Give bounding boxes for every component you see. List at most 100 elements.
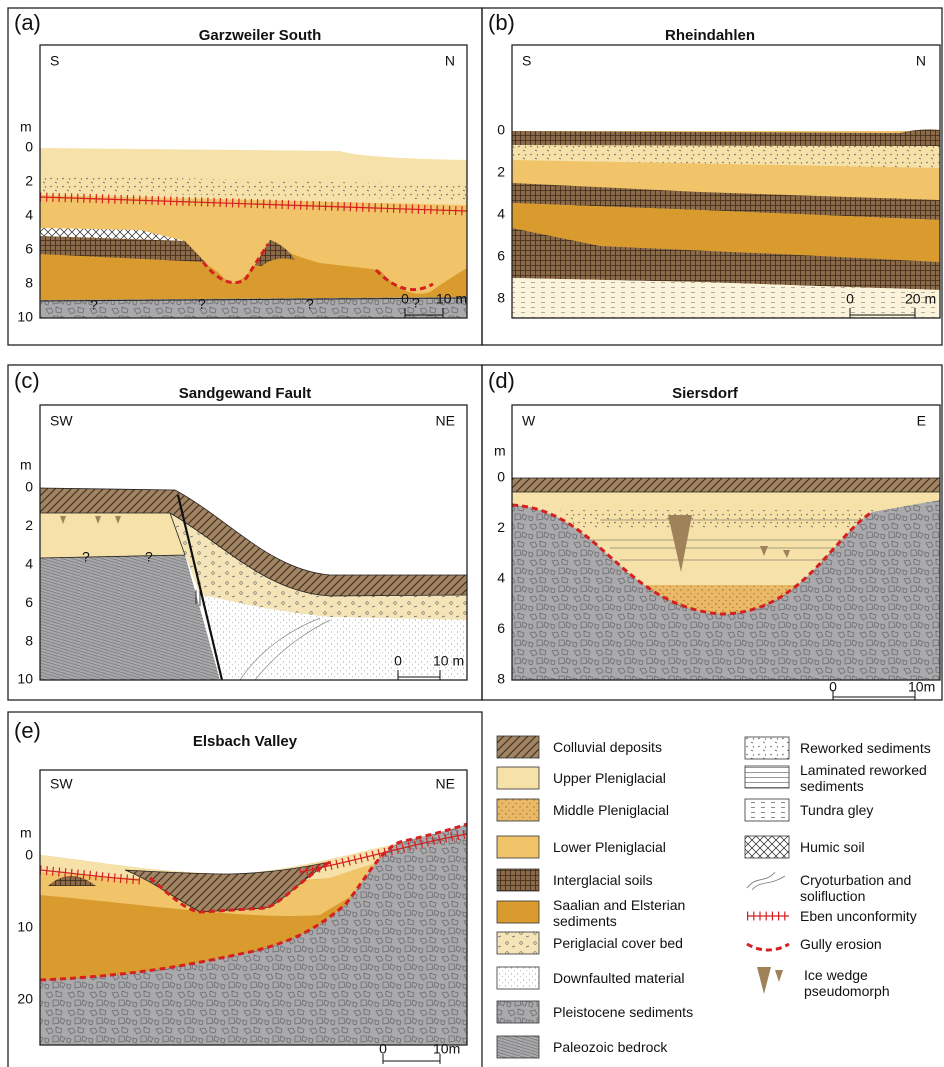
depth-tick-label: 0: [497, 122, 505, 138]
depth-tick-label: 2: [497, 164, 505, 180]
depth-tick-label: 0: [25, 139, 33, 155]
direction: S: [522, 53, 531, 69]
depth-tick-label: 6: [25, 241, 33, 257]
question-mark: ?: [90, 297, 98, 313]
legend-swatch: [497, 967, 539, 989]
scale-label: 0: [401, 291, 409, 307]
legend-swatch: [747, 944, 789, 950]
depth-tick-label: 8: [497, 671, 505, 687]
scale-label: 10m: [433, 1041, 460, 1057]
legend-label: Periglacial cover bed: [553, 935, 713, 951]
figure: (a) Garzweiler South S N m ? ? ? ? 0 10 …: [0, 0, 944, 1067]
panel-title: Elsbach Valley: [193, 733, 298, 750]
direction: N: [916, 53, 926, 69]
question-mark: ?: [412, 295, 420, 311]
legend-label: Humic soil: [800, 839, 940, 855]
direction: SW: [50, 413, 73, 429]
scale-bar: [833, 690, 915, 700]
scale-label: 0: [829, 679, 837, 695]
panel-title: Rheindahlen: [665, 27, 755, 44]
depth-tick-label: 10: [17, 919, 33, 935]
legend-swatch: [497, 932, 539, 954]
depth-tick-label: 6: [497, 248, 505, 264]
depth-tick-label: 10: [17, 671, 33, 687]
panel-e: (e) Elsbach Valley SW NE m 0 10m: [8, 712, 482, 1067]
depth-tick-label: 2: [25, 173, 33, 189]
colluvial-deposits: [512, 478, 940, 492]
direction: N: [445, 53, 455, 69]
legend-label: Reworked sediments: [800, 740, 942, 756]
panel-d: (d) Siersdorf W E m 0 10m: [482, 365, 942, 700]
legend-label: Interglacial soils: [553, 872, 713, 888]
panel-c: (c) Sandgewand Fault SW NE m ? ? 0 10 m: [8, 365, 482, 700]
legend-label: Saalian and Elsterian sediments: [553, 897, 708, 929]
scale-label: 10 m: [433, 653, 464, 669]
legend-label: Laminated reworked sediments: [800, 762, 938, 794]
unit: m: [20, 119, 32, 135]
page: {"panels":[ {"label":"(a)","title":"Garz…: [0, 0, 944, 1067]
legend-swatch: [497, 1036, 539, 1058]
legend-swatch: [497, 1001, 539, 1023]
legend-label: Paleozoic bedrock: [553, 1039, 713, 1055]
legend-label: Tundra gley: [800, 802, 940, 818]
question-mark: ?: [306, 296, 314, 312]
legend-label: Ice wedge pseudomorph: [804, 967, 934, 999]
legend-label: Lower Pleniglacial: [553, 839, 713, 855]
scale-bar: [383, 1054, 440, 1064]
scale-label: 10 m: [436, 291, 467, 307]
legend-label: Eben unconformity: [800, 908, 940, 924]
depth-tick-label: 8: [25, 275, 33, 291]
scale-label: 10m: [908, 679, 935, 695]
direction: SW: [50, 776, 73, 792]
panel-label: (d): [488, 368, 515, 393]
legend-swatch: [497, 799, 539, 821]
unit: m: [20, 825, 32, 841]
depth-tick-label: 8: [25, 632, 33, 648]
legend-swatch: [497, 736, 539, 758]
panel-label: (b): [488, 10, 515, 35]
depth-tick-label: 2: [497, 519, 505, 535]
panel-a: (a) Garzweiler South S N m ? ? ? ? 0 10 …: [8, 8, 482, 345]
direction: S: [50, 53, 59, 69]
legend-swatch: [745, 836, 789, 858]
legend-swatch: [497, 901, 539, 923]
legend-label: Gully erosion: [800, 936, 940, 952]
legend-label: Downfaulted material: [553, 970, 713, 986]
legend-swatch: [497, 836, 539, 858]
legend-label: Pleistocene sediments: [553, 1004, 723, 1020]
depth-tick-label: 10: [17, 309, 33, 325]
question-mark: ?: [82, 549, 90, 565]
legend-swatch: [747, 872, 785, 890]
body: (a) Garzweiler South S N m ? ? ? ? 0 10 …: [0, 0, 944, 1067]
scale-label: 0: [379, 1041, 387, 1057]
scale-label: 20 m: [905, 291, 936, 307]
legend-label: Cryoturbation and solifluction: [800, 872, 938, 904]
legend-swatch: [745, 766, 789, 788]
depth-tick-label: 8: [497, 290, 505, 306]
panel-title: Sandgewand Fault: [179, 385, 312, 402]
legend-swatch: [745, 799, 789, 821]
question-mark: ?: [198, 296, 206, 312]
panel-label: (a): [14, 10, 41, 35]
legend-swatch: [757, 967, 783, 994]
diagram: (a) Garzweiler South S N m ? ? ? ? 0 10 …: [0, 0, 944, 1067]
depth-tick-label: 6: [25, 594, 33, 610]
direction: NE: [436, 776, 455, 792]
depth-tick-label: 2: [25, 517, 33, 533]
depth-tick-label: 4: [25, 207, 33, 223]
depth-tick-label: 0: [497, 469, 505, 485]
legend-label: Upper Pleniglacial: [553, 770, 713, 786]
reworked-sediments: [560, 510, 880, 528]
question-mark: ?: [145, 549, 153, 565]
scale-label: 0: [394, 653, 402, 669]
legend-label: Colluvial deposits: [553, 739, 713, 755]
direction: NE: [436, 413, 455, 429]
panel-title: Garzweiler South: [199, 27, 322, 44]
panel-label: (c): [14, 368, 40, 393]
unit: m: [494, 443, 506, 459]
scale-label: 0: [846, 291, 854, 307]
unit: m: [20, 457, 32, 473]
depth-tick-label: 4: [497, 206, 505, 222]
depth-tick-label: 4: [25, 556, 33, 572]
legend-swatch: [497, 767, 539, 789]
